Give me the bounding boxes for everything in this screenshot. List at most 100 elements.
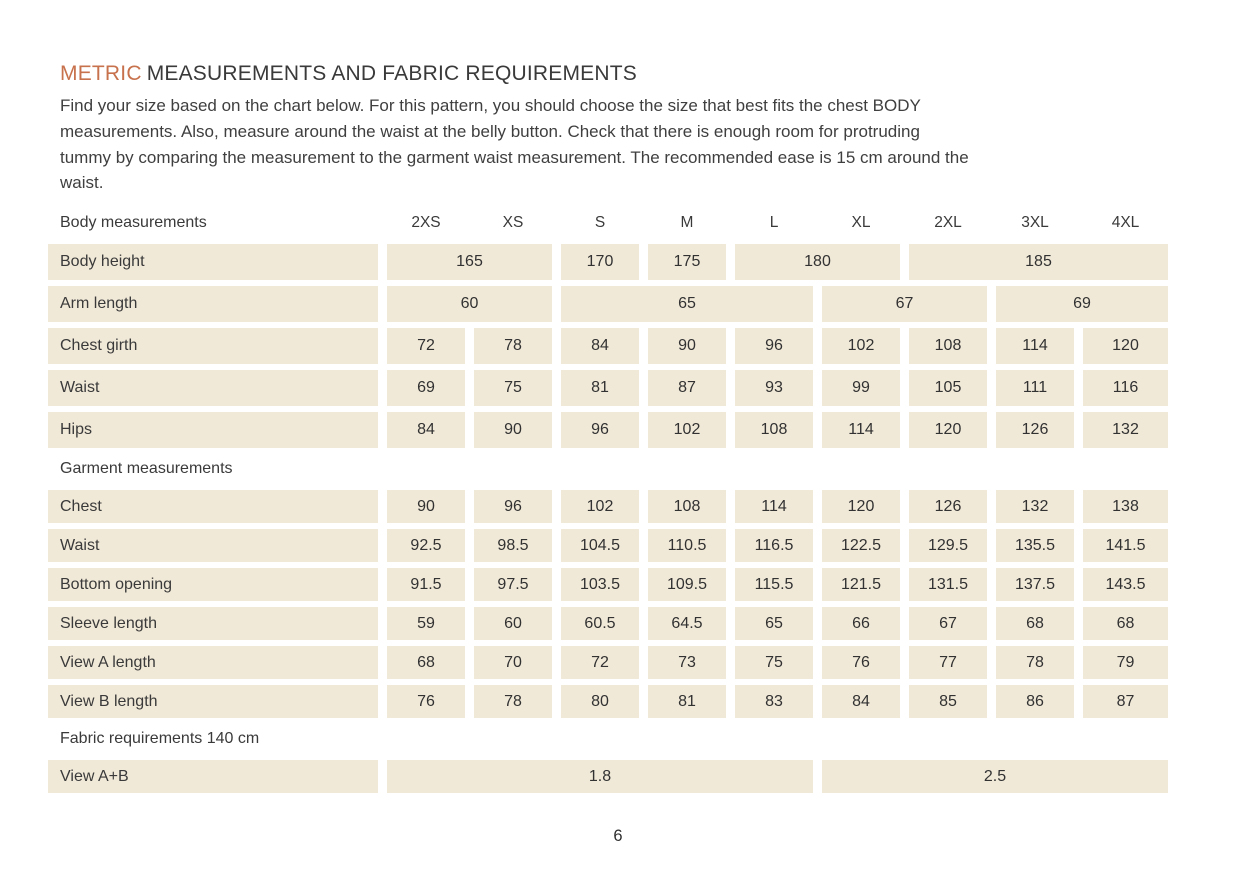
measurement-cell: 91.5	[387, 568, 465, 602]
measurement-cell: 76	[822, 646, 900, 680]
measurement-cell: 83	[735, 685, 813, 719]
measurement-cell: 120	[909, 412, 987, 449]
measurement-cell: 68	[387, 646, 465, 680]
measurement-cell: 72	[561, 646, 639, 680]
measurement-cell: 80	[561, 685, 639, 719]
measurement-cell: 110.5	[648, 529, 726, 563]
table-row: Bottom opening 91.5 97.5 103.5 109.5 115.5 121…	[48, 568, 1168, 602]
table-row: View A+B 1.8 2.5	[48, 760, 1168, 794]
measurement-cell: 137.5	[996, 568, 1074, 602]
measurement-cell: 132	[996, 490, 1074, 524]
measurement-cell: 165	[387, 244, 552, 281]
section-title: Fabric requirements 140 cm	[60, 730, 260, 748]
page-number: 6	[613, 827, 623, 846]
size-column-header: 2XL	[934, 214, 962, 232]
measurement-cell: 75	[735, 646, 813, 680]
size-column-header: 4XL	[1111, 214, 1140, 232]
measurement-cell: 185	[909, 244, 1168, 281]
measurement-cell: 103.5	[561, 568, 639, 602]
measurement-cell: 111	[996, 370, 1074, 407]
measurement-cell: 108	[648, 490, 726, 524]
row-label: Chest girth	[48, 328, 378, 365]
measurement-cell: 68	[1083, 607, 1168, 641]
measurement-cell: 115.5	[735, 568, 813, 602]
table-row: View A length 68 70 72 73 75 76 77 78 79	[48, 646, 1168, 680]
section-row: Fabric requirements 140 cm	[48, 724, 1168, 754]
measurement-cell: 60	[387, 286, 552, 323]
measurement-cell: 2.5	[822, 760, 1168, 794]
measurement-cell: 68	[996, 607, 1074, 641]
row-label: Hips	[48, 412, 378, 449]
measurement-cell: 105	[909, 370, 987, 407]
table-row: Hips 84 90 96 102 108 114 120 126 132	[48, 412, 1168, 449]
row-label: View A length	[48, 646, 378, 680]
intro-line: waist.	[60, 173, 104, 193]
table-row: Sleeve length 59 60 60.5 64.5 65 66 67 68 68	[48, 607, 1168, 641]
measurement-cell: 90	[474, 412, 552, 449]
measurement-cell: 109.5	[648, 568, 726, 602]
measurement-cell: 60	[474, 607, 552, 641]
size-column-header: XL	[851, 214, 871, 232]
measurement-cell: 85	[909, 685, 987, 719]
intro-line: Find your size based on the chart below.…	[60, 96, 921, 115]
measurement-cell: 67	[822, 286, 987, 323]
row-label: Chest	[48, 490, 378, 524]
measurement-cell: 175	[648, 244, 726, 281]
table-row: View B length 76 78 80 81 83 84 85 86 87	[48, 685, 1168, 719]
measurement-cell: 78	[474, 328, 552, 365]
measurement-cell: 65	[561, 286, 813, 323]
measurement-cell: 138	[1083, 490, 1168, 524]
measurement-cell: 104.5	[561, 529, 639, 563]
measurement-cell: 92.5	[387, 529, 465, 563]
intro-line: tummy by comparing the measurement to th…	[60, 147, 969, 167]
measurement-cell: 96	[561, 412, 639, 449]
measurement-cell: 87	[1083, 685, 1168, 719]
measurement-cell: 102	[648, 412, 726, 449]
measurement-cell: 84	[822, 685, 900, 719]
measurement-cell: 126	[996, 412, 1074, 449]
measurement-cell: 93	[735, 370, 813, 407]
page-title: METRIC MEASUREMENTS AND FABRIC REQUIREMEN…	[60, 62, 1200, 86]
row-label: Arm length	[48, 286, 378, 323]
table-row: Chest 90 96 102 108 114 120 126 132 138	[48, 490, 1168, 524]
size-column-header: S	[594, 214, 606, 232]
table-header-label: Body measurements	[60, 214, 207, 232]
measurement-cell: 65	[735, 607, 813, 641]
row-label: View B length	[48, 685, 378, 719]
row-label: Waist	[48, 370, 378, 407]
measurement-cell: 79	[1083, 646, 1168, 680]
measurement-cell: 170	[561, 244, 639, 281]
row-label: Bottom opening	[48, 568, 378, 602]
measurement-cell: 86	[996, 685, 1074, 719]
measurement-cell: 59	[387, 607, 465, 641]
measurement-cell: 1.8	[387, 760, 813, 794]
measurement-cell: 81	[561, 370, 639, 407]
measurement-cell: 75	[474, 370, 552, 407]
measurement-cell: 77	[909, 646, 987, 680]
page-title-accent: METRIC	[60, 62, 142, 85]
row-label: Sleeve length	[48, 607, 378, 641]
measurement-cell: 67	[909, 607, 987, 641]
measurement-cell: 64.5	[648, 607, 726, 641]
measurement-cell: 102	[822, 328, 900, 365]
measurement-cell: 72	[387, 328, 465, 365]
measurement-cell: 97.5	[474, 568, 552, 602]
table-row: Chest girth 72 78 84 90 96 102 108 114 120	[48, 328, 1168, 365]
measurement-cell: 131.5	[909, 568, 987, 602]
measurement-cell: 120	[822, 490, 900, 524]
row-label: Body height	[48, 244, 378, 281]
size-column-header: 3XL	[1021, 214, 1049, 232]
measurement-cell: 60.5	[561, 607, 639, 641]
row-label: View A+B	[48, 760, 378, 794]
measurement-cell: 108	[735, 412, 813, 449]
measurement-cell: 76	[387, 685, 465, 719]
measurement-cell: 120	[1083, 328, 1168, 365]
measurement-cell: 108	[909, 328, 987, 365]
measurement-cell: 96	[474, 490, 552, 524]
measurement-cell: 180	[735, 244, 900, 281]
size-column-header: 2XS	[411, 214, 441, 232]
measurement-cell: 141.5	[1083, 529, 1168, 563]
measurement-cell: 81	[648, 685, 726, 719]
measurement-cell: 116	[1083, 370, 1168, 407]
